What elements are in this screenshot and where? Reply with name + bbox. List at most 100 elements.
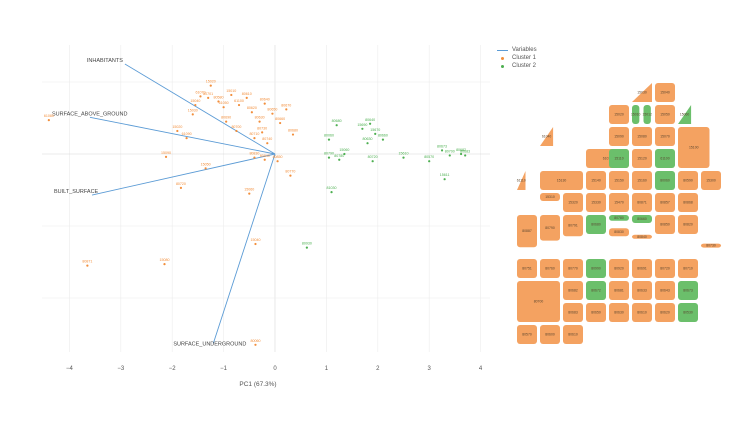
map-block-shape — [701, 243, 721, 248]
point-label: 80660 — [378, 134, 388, 138]
map-block-shape — [632, 171, 652, 190]
map-block-shape — [586, 193, 606, 212]
map-block-shape — [632, 105, 640, 124]
pca-biplot: INHABITANTS SURFACE_ABOVE_GROUND BUILT_SUR… — [42, 45, 490, 388]
data-point — [464, 154, 467, 157]
map-block-label: 61110 — [517, 179, 526, 183]
map-block-shape — [678, 281, 698, 300]
variable-vector — [91, 153, 276, 196]
map-block-shape — [655, 215, 675, 234]
map-block-shape — [678, 303, 698, 322]
point-label: 81030 — [327, 186, 337, 190]
map-block: 80620 — [655, 303, 675, 322]
map-block-label: 15470 — [614, 201, 624, 205]
data-point — [459, 152, 463, 156]
map-block-label: 80630 — [614, 311, 624, 315]
map-block: 61110 — [517, 171, 526, 190]
data-point — [253, 137, 256, 140]
legend-label: Cluster 2 — [512, 63, 537, 69]
point-label: 15060 — [244, 188, 254, 192]
point-label: 80850 — [273, 155, 283, 159]
map-block: 80650 — [586, 303, 606, 322]
x-tick-label: 2 — [376, 366, 380, 372]
point-label: 80930 — [302, 242, 312, 246]
data-point — [289, 174, 292, 177]
map-block: 15060 — [678, 105, 692, 124]
map-block: 80683 — [563, 303, 583, 322]
map-block-shape — [586, 303, 606, 322]
map-block: 80850 — [655, 215, 675, 234]
map-block: 15320 — [563, 193, 583, 212]
map-block-shape — [655, 281, 675, 300]
point-label: 15030 — [188, 108, 198, 112]
map-block-label: 15300 — [706, 179, 716, 183]
map-block: 80840 — [632, 234, 652, 239]
map-block: 15120 — [632, 149, 652, 168]
point-label: 15610 — [399, 152, 409, 156]
point-label: 80680 — [332, 119, 342, 123]
map-block-shape — [655, 105, 675, 124]
map-block-shape — [632, 259, 652, 278]
point-label: 15611 — [440, 173, 450, 177]
point-label: 80871 — [82, 260, 92, 264]
map-block-shape — [609, 193, 629, 212]
variable-vector — [124, 63, 276, 155]
data-point — [245, 96, 248, 99]
map-block: 15310 — [540, 193, 560, 201]
x-tick-label: −4 — [66, 366, 74, 372]
point-label: 80710 — [249, 132, 259, 136]
map-block: 61100 — [655, 149, 675, 168]
data-point — [291, 133, 295, 136]
map-block-label: 80633 — [637, 289, 647, 293]
map-block: 80530 — [678, 303, 698, 322]
map-block-label: 80610 — [568, 333, 578, 337]
data-point — [248, 192, 251, 195]
map-block-shape — [586, 171, 606, 190]
map-block-label: 80710 — [683, 267, 693, 271]
data-point — [217, 100, 220, 103]
point-label: 61090 — [182, 132, 192, 136]
map-block: 15080 — [632, 127, 652, 146]
map-block: 80710 — [678, 259, 698, 278]
legend-line-icon — [497, 46, 509, 54]
map-block-shape — [609, 215, 629, 221]
map-block: 80920 — [609, 259, 629, 278]
map-block-label: 15020 — [614, 113, 624, 117]
point-label: 80060 — [250, 339, 260, 343]
point-label: 80780 — [334, 154, 344, 158]
map-block-label: 15050 — [660, 113, 670, 117]
map-block: 80990 — [586, 259, 606, 278]
map-block: 15330 — [586, 193, 606, 212]
map-block-label: 15120 — [637, 157, 647, 161]
map-block-label: 80820 — [683, 223, 693, 227]
x-tick-label: 4 — [479, 366, 483, 372]
map-block-label: 80570 — [522, 333, 532, 337]
map-block-shape — [655, 303, 675, 322]
data-point — [176, 129, 179, 133]
map-block-label: 15310 — [545, 195, 555, 199]
map-block-shape — [701, 171, 721, 190]
map-block: 15160 — [632, 171, 652, 190]
map-block-label: 80720 — [660, 267, 670, 271]
map-block-label: 15080 — [637, 135, 647, 139]
map-block: 15470 — [609, 193, 629, 212]
map-block: 15140 — [586, 171, 606, 190]
x-tick-label: 3 — [428, 366, 432, 372]
point-label: 61070 — [195, 90, 205, 94]
map-block-shape — [609, 228, 629, 237]
data-point — [402, 156, 405, 159]
point-label: 15020 — [172, 125, 182, 129]
map-block: 61040 — [540, 127, 554, 146]
cluster-map: 15040 15030 15020 15010 15012 15050 15060 15090… — [517, 83, 721, 344]
map-block-shape — [563, 325, 583, 344]
data-point — [263, 102, 266, 105]
map-block: 15070 — [655, 127, 675, 146]
map-block: 15150 — [609, 171, 629, 190]
point-label: 15090 — [161, 151, 171, 155]
map-block: 80830 — [609, 228, 629, 237]
map-block-label: 80700 — [534, 300, 544, 304]
legend-label: Cluster 1 — [512, 55, 537, 61]
data-point — [258, 120, 261, 123]
map-block: 80630 — [609, 303, 629, 322]
